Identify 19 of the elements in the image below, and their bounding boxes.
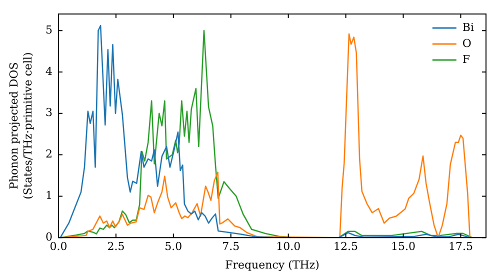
y-axis-title: Phonon projected DOS (States/THz·primitive cell) [8,52,34,200]
legend-label: F [462,52,470,66]
x-axis-title: Frequency (THz) [225,258,320,272]
x-tick-label: 12.5 [334,240,358,254]
legend-label: Bi [462,20,474,34]
x-tick-label: 5.0 [164,240,182,254]
x-tick-label: 15.0 [391,240,416,254]
y-tick-label: 2 [46,148,52,161]
y-tick-label: 3 [46,106,52,120]
x-tick-label: 7.5 [222,240,240,254]
y-tick-label: 0 [46,230,52,244]
y-tick-label: 4 [46,64,52,78]
x-tick-label: 0.0 [50,240,68,254]
y-tick-label: 1 [46,189,52,202]
x-tick-label: 2.5 [107,240,125,254]
x-tick-label: 17.5 [448,240,473,254]
y-tick-label: 5 [46,23,52,36]
legend-label: O [462,36,472,50]
x-tick-label: 10.0 [276,240,301,254]
